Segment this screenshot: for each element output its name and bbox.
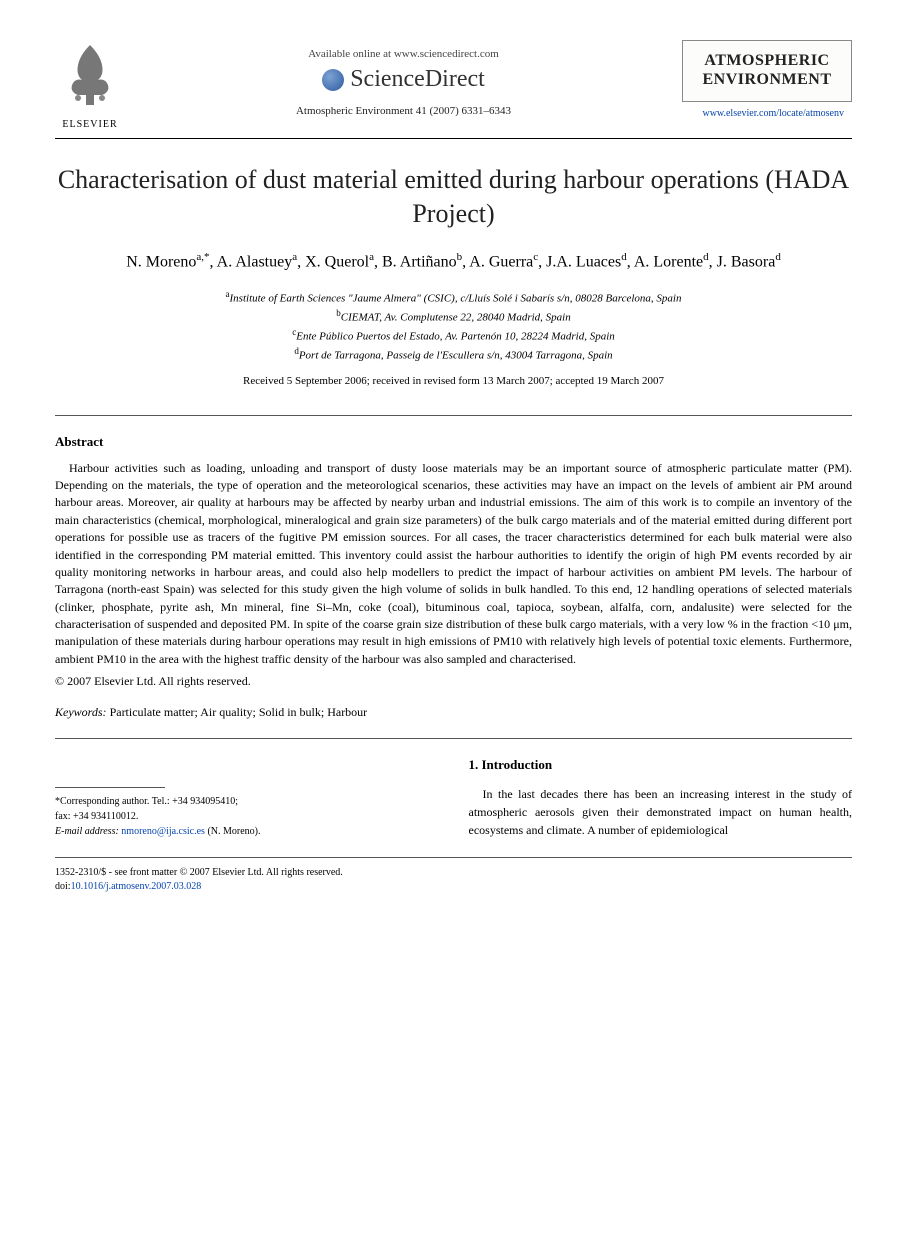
- abstract-heading: Abstract: [55, 434, 852, 450]
- email-label: E-mail address:: [55, 826, 119, 837]
- email-link[interactable]: nmoreno@ija.csic.es: [121, 826, 205, 837]
- available-online-text: Available online at www.sciencedirect.co…: [125, 48, 682, 60]
- keywords-line: Keywords: Particulate matter; Air qualit…: [55, 705, 852, 720]
- abstract-top-divider: [55, 415, 852, 416]
- elsevier-logo: ELSEVIER: [55, 40, 125, 130]
- corresponding-fax: fax: +34 934110012.: [55, 809, 439, 824]
- doi-link[interactable]: 10.1016/j.atmosenv.2007.03.028: [71, 881, 202, 892]
- corresponding-email-line: E-mail address: nmoreno@ija.csic.es (N. …: [55, 824, 439, 839]
- copyright-notice: © 2007 Elsevier Ltd. All rights reserved…: [55, 674, 852, 689]
- journal-reference: Atmospheric Environment 41 (2007) 6331–6…: [125, 105, 682, 117]
- header-divider: [55, 138, 852, 139]
- doi-line: doi:10.1016/j.atmosenv.2007.03.028: [55, 880, 852, 894]
- affiliations-list: aInstitute of Earth Sciences "Jaume Alme…: [55, 288, 852, 365]
- article-dates: Received 5 September 2006; received in r…: [55, 375, 852, 387]
- corresponding-tel: *Corresponding author. Tel.: +34 9340954…: [55, 794, 439, 809]
- introduction-text: In the last decades there has been an in…: [469, 785, 853, 839]
- center-header: Available online at www.sciencedirect.co…: [125, 40, 682, 117]
- two-column-body: *Corresponding author. Tel.: +34 9340954…: [55, 757, 852, 839]
- journal-cover-box: ATMOSPHERIC ENVIRONMENT: [682, 40, 852, 102]
- sciencedirect-icon: [322, 69, 344, 91]
- article-title: Characterisation of dust material emitte…: [55, 163, 852, 231]
- keywords-label: Keywords:: [55, 705, 107, 719]
- footnote-divider: [55, 787, 165, 788]
- bottom-divider: [55, 857, 852, 858]
- doi-label: doi:: [55, 881, 71, 892]
- sciencedirect-brand: ScienceDirect: [125, 66, 682, 93]
- authors-list: N. Morenoa,*, A. Alastueya, X. Querola, …: [55, 249, 852, 274]
- sciencedirect-text: ScienceDirect: [350, 66, 485, 93]
- email-author-name: (N. Moreno).: [207, 826, 260, 837]
- corresponding-author-footnote: *Corresponding author. Tel.: +34 9340954…: [55, 794, 439, 839]
- introduction-heading: 1. Introduction: [469, 757, 853, 773]
- elsevier-tree-icon: [60, 40, 120, 110]
- journal-box-container: ATMOSPHERIC ENVIRONMENT www.elsevier.com…: [682, 40, 852, 119]
- journal-name-line1: ATMOSPHERIC: [691, 51, 843, 70]
- front-matter-line: 1352-2310/$ - see front matter © 2007 El…: [55, 866, 852, 880]
- publisher-name: ELSEVIER: [55, 119, 125, 130]
- journal-homepage-link[interactable]: www.elsevier.com/locate/atmosenv: [682, 108, 852, 119]
- left-column: *Corresponding author. Tel.: +34 9340954…: [55, 757, 439, 839]
- abstract-text: Harbour activities such as loading, unlo…: [55, 460, 852, 669]
- right-column: 1. Introduction In the last decades ther…: [469, 757, 853, 839]
- journal-name-line2: ENVIRONMENT: [691, 70, 843, 89]
- keywords-text: Particulate matter; Air quality; Solid i…: [107, 705, 368, 719]
- abstract-bottom-divider: [55, 738, 852, 739]
- header-row: ELSEVIER Available online at www.science…: [55, 40, 852, 130]
